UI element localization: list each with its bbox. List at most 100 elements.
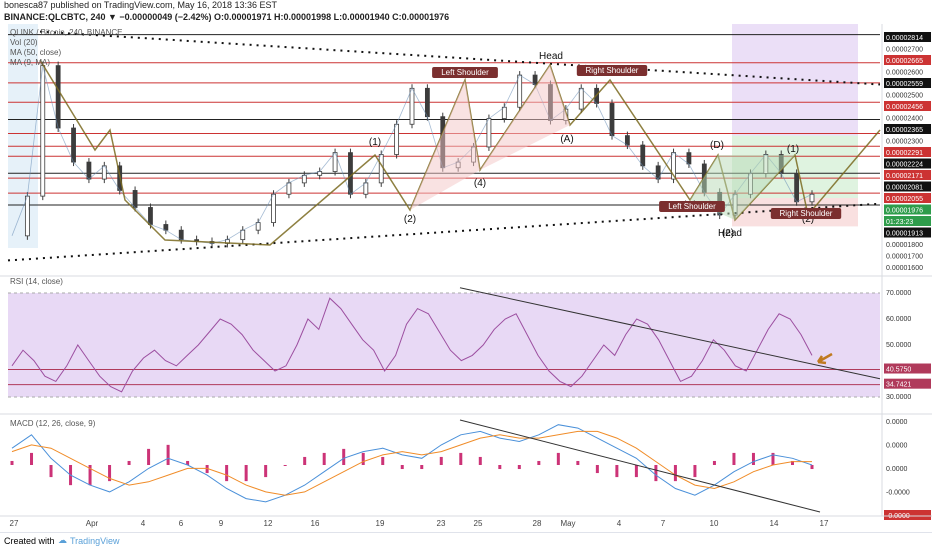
macd-histogram-bar [381,456,385,465]
macd-pane: MACD (12, 26, close, 9) [0,413,932,513]
macd-histogram-bar [693,465,697,478]
macd-histogram-bar [127,460,131,465]
price-axis-label: 0.00002291 [886,150,923,157]
x-tick-label: 19 [376,519,385,528]
macd-histogram-bar [712,460,716,465]
price-axis-label: 0.00001700 [886,254,923,261]
price-label-bg [884,204,931,215]
candle [363,182,369,195]
x-tick-label: 14 [770,519,779,528]
macd-histogram-bar [400,465,404,470]
candle [640,144,646,167]
price-axis-label: 0.00001800 [886,242,923,249]
macd-histogram-bar [264,465,268,478]
candle [24,195,30,237]
annotation-badge [770,208,842,219]
macd-histogram-bar [30,452,34,465]
macd-histogram-bar [420,465,424,470]
resistance-trendline [39,30,881,86]
macd-histogram-bar [225,465,229,482]
x-tick-label: 16 [311,519,320,528]
macd-histogram-bar [576,460,580,465]
price-axis-label: 0.00002559 [886,81,923,88]
price-axis-label: 0.00001600 [886,265,923,272]
candle [686,152,692,165]
macd-histogram-bar [634,465,638,478]
rsi-axis-label: 34.7421 [886,382,911,389]
candle [132,190,138,208]
macd-histogram-bar [673,465,677,482]
price-label-bg [884,124,931,134]
price-axis-label: 0.00001913 [886,231,923,238]
macd-axis-label: -0.0000 [886,490,910,497]
macd-histogram-bar [459,452,463,465]
wave-label: (2) [722,228,734,239]
candle [178,229,184,241]
x-tick-label: 25 [474,519,483,528]
candle [394,123,400,155]
symbol-ohlc-line: BINANCE:QLCBTC, 240 ▼ −0.00000049 (−2.42… [4,12,450,22]
candle [40,65,46,197]
macd-histogram-bar [303,456,307,465]
macd-histogram-bar [556,452,560,465]
x-tick-label: 17 [820,519,829,528]
wave-label: (2) [802,214,814,225]
price-axis-label: 0.00002365 [886,127,923,134]
candle [424,87,430,118]
candle [609,103,615,136]
left-blue-zone [8,24,38,248]
price-pane: (1)(2)(4)(2)(A)(C)(D)(1)(2)Left Shoulder… [7,24,881,268]
rsi-band [8,293,880,397]
price-axis-label: 0.00002600 [886,70,923,77]
wave-label: Head [539,51,563,62]
macd-histogram-bar [49,465,53,478]
x-tick-label: May [560,519,575,528]
footer: Created with ☁ TradingView [0,532,932,551]
wave-label: Head [718,228,742,239]
macd-trendline [459,419,821,513]
x-tick-label: 4 [141,519,146,528]
rsi-pane: RSI (14, close) [0,275,932,398]
rsi-axis-label: 60.0000 [886,316,911,323]
macd-histogram-bar [439,456,443,465]
price-label-bg [884,158,931,169]
candle [794,173,800,203]
macd-histogram-bar [751,452,755,465]
macd-histogram-bar [732,452,736,465]
candle [286,182,292,195]
candle [809,193,815,203]
macd-histogram-bar [654,465,658,482]
annotation-label: Right Shoulder [586,66,639,75]
price-label-bg [884,101,931,111]
x-tick-label: 4 [617,519,622,528]
price-axis-label: 0.00002500 [886,93,923,100]
wave-label: (1) [369,137,381,148]
macd-histogram-bar [108,465,112,482]
rsi-axis-label: 50.0000 [886,342,911,349]
x-tick-label: 27 [10,519,19,528]
macd-histogram-bar [478,456,482,465]
x-tick-label: 23 [437,519,446,528]
candle [240,229,246,241]
candle [148,207,153,225]
macd-title: MACD (12, 26, close, 9) [10,419,96,428]
price-label-bg [884,32,931,42]
chart-canvas[interactable]: (1)(2)(4)(2)(A)(C)(D)(1)(2)Left Shoulder… [0,0,932,532]
rsi-title: RSI (14, close) [10,277,63,286]
candle [486,118,492,148]
x-tick-label: 7 [661,519,666,528]
macd-histogram-bar [361,452,365,465]
price-axis-label: 01:23:23 [886,219,913,226]
macd-histogram-bar [322,452,326,465]
macd-histogram-bar [615,465,619,478]
tradingview-brand[interactable]: TradingView [70,536,120,546]
macd-histogram-bar [595,465,599,474]
pattern-triangle-1 [410,80,480,210]
annotation-badge [432,67,498,78]
rsi-axis-label: 30.0000 [886,394,911,401]
signal-line [11,430,812,496]
candle [532,74,538,85]
macd-histogram-bar [342,448,346,465]
x-tick-label: Apr [86,519,99,528]
created-with-text: Created with [4,536,55,546]
